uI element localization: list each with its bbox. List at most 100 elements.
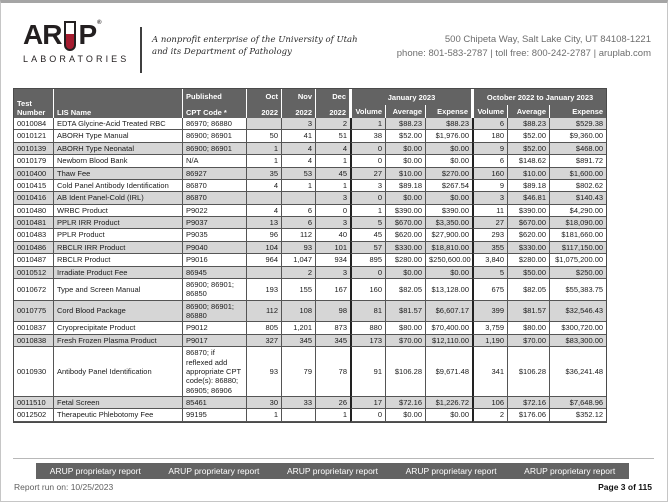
january-2023-group-header: January 2023 [350, 89, 473, 105]
test-number-cell: 0010775 [14, 300, 54, 323]
test-number-cell: 0010480 [14, 204, 54, 217]
jan-volume-cell: 57 [350, 241, 386, 255]
cpt-code-cell: 85461 [183, 397, 247, 410]
nov-volume-cell: 6 [282, 217, 316, 230]
test-number-cell: 0010179 [14, 155, 54, 168]
dec-volume-cell: 45 [316, 167, 350, 180]
jan-expense-cell: $0.00 [426, 142, 473, 156]
oct-volume-cell: 193 [247, 278, 282, 301]
jan-volume-cell: 0 [350, 192, 386, 205]
test-number-cell: 0011510 [14, 397, 54, 410]
jan-average-cell: $390.00 [386, 204, 426, 217]
nov-volume-cell: 1 [282, 179, 316, 193]
jan-volume-cell: 5 [350, 217, 386, 230]
test-number-cell: 0010837 [14, 322, 54, 335]
total-volume-cell: 9 [472, 179, 509, 193]
oct-volume-cell: 30 [247, 397, 282, 410]
jan-volume-cell: 160 [350, 278, 386, 301]
cpt-code-cell: 86870; if reflexed add appropriate CPT c… [183, 347, 247, 397]
jan-expense-cell: $390.00 [426, 204, 473, 217]
jan-average-cell: $88.23 [386, 118, 426, 131]
dec-volume-cell: 26 [316, 397, 350, 410]
cpt-code-cell: 86970; 86880 [183, 118, 247, 131]
total-expense-cell: $140.43 [550, 192, 607, 205]
lis-name-cell: Cord Blood Package [54, 300, 183, 323]
lis-name-cell: ABORH Type Manual [54, 130, 183, 143]
total-volume-cell: 3,840 [472, 254, 509, 267]
month-header-nov: Nov 2022 [282, 89, 316, 118]
tagline-line1: A nonprofit enterprise of the University… [152, 35, 358, 45]
cpt-code-header-label: CPT Code * [186, 108, 227, 117]
tagline-line2: and its Department of Pathology [152, 47, 292, 57]
total-average-cell: $50.00 [508, 266, 551, 279]
jan-volume-cell: 91 [350, 347, 386, 397]
test-number-cell: 0010084 [14, 118, 54, 131]
test-number-cell: 0010416 [14, 192, 54, 205]
total-average-cell: $89.18 [508, 179, 551, 193]
tagline: A nonprofit enterprise of the University… [152, 34, 358, 58]
proprietary-label: ARUP proprietary report [405, 466, 497, 476]
test-number-cell: 0010121 [14, 130, 54, 143]
jan-average-cell: $0.00 [386, 409, 426, 422]
jan-volume-cell: 17 [350, 397, 386, 410]
jan-expense-cell: $70,400.00 [426, 322, 473, 335]
total-volume-cell: 11 [472, 204, 509, 217]
test-number-cell: 0010400 [14, 167, 54, 180]
dec-volume-cell: 3 [316, 192, 350, 205]
nov-volume-cell [282, 409, 316, 422]
jan-average-cell: $0.00 [386, 266, 426, 279]
total-expense-cell: $7,648.96 [550, 397, 607, 410]
lis-name-cell: ABORH Type Neonatal [54, 142, 183, 156]
published-header-label: Published [186, 92, 222, 101]
jan-average-cell: $330.00 [386, 241, 426, 255]
table-row: 0010480 WRBC Product P9022 4 6 0 1 $390.00 $390.… [14, 204, 607, 217]
footer-rule [13, 458, 654, 459]
total-expense-header: Expense [550, 105, 607, 118]
total-expense-cell: $181,660.00 [550, 229, 607, 242]
test-number-cell: 0010486 [14, 241, 54, 255]
logo-text-ar: AR [23, 19, 62, 50]
total-volume-cell: 341 [472, 347, 509, 397]
jan-expense-cell: $9,671.48 [426, 347, 473, 397]
total-average-cell: $88.23 [508, 118, 551, 131]
test-number-cell: 0010512 [14, 266, 54, 279]
jan-volume-cell: 0 [350, 155, 386, 168]
test-number-cell: 0010672 [14, 278, 54, 301]
table-row: 0010672 Type and Screen Manual 86900; 8690… [14, 278, 607, 301]
report-table: Test Number LIS Name Published CPT Code … [13, 88, 608, 423]
registered-mark-icon: ® [97, 20, 102, 26]
total-volume-cell: 106 [472, 397, 509, 410]
total-expense-cell: $55,383.75 [550, 278, 607, 301]
total-expense-cell: $250.00 [550, 266, 607, 279]
nov-volume-cell: 155 [282, 278, 316, 301]
cpt-code-cell: P9012 [183, 322, 247, 335]
lis-name-cell: Fresh Frozen Plasma Product [54, 334, 183, 348]
dec-volume-cell: 1 [316, 155, 350, 168]
nov-volume-cell: 41 [282, 130, 316, 143]
lis-name-cell: Fetal Screen [54, 397, 183, 410]
oct-year-label: 2022 [261, 108, 278, 117]
jan-average-cell: $89.18 [386, 179, 426, 193]
jan-volume-cell: 1 [350, 204, 386, 217]
test-number-cell: 0010481 [14, 217, 54, 230]
jan-average-cell: $82.05 [386, 278, 426, 301]
total-volume-cell: 399 [472, 300, 509, 323]
dec-volume-cell: 3 [316, 266, 350, 279]
table-row: 0011510 Fetal Screen 85461 30 33 26 17 $72.16 $1… [14, 397, 607, 410]
total-expense-cell: $300,720.00 [550, 322, 607, 335]
oct-volume-cell: 964 [247, 254, 282, 267]
jan-average-cell: $72.16 [386, 397, 426, 410]
jan-average-cell: $52.00 [386, 130, 426, 143]
total-expense-cell: $83,300.00 [550, 334, 607, 348]
total-average-cell: $82.05 [508, 278, 551, 301]
nov-volume-cell: 3 [282, 118, 316, 131]
total-volume-cell: 3,759 [472, 322, 509, 335]
cpt-code-cell: 86870 [183, 179, 247, 193]
oct-volume-cell: 112 [247, 300, 282, 323]
oct-volume-cell [247, 266, 282, 279]
oct-volume-cell: 50 [247, 130, 282, 143]
jan-volume-cell: 173 [350, 334, 386, 348]
total-average-cell: $670.00 [508, 217, 551, 230]
oct-volume-cell: 1 [247, 409, 282, 422]
test-tube-icon [64, 21, 77, 51]
